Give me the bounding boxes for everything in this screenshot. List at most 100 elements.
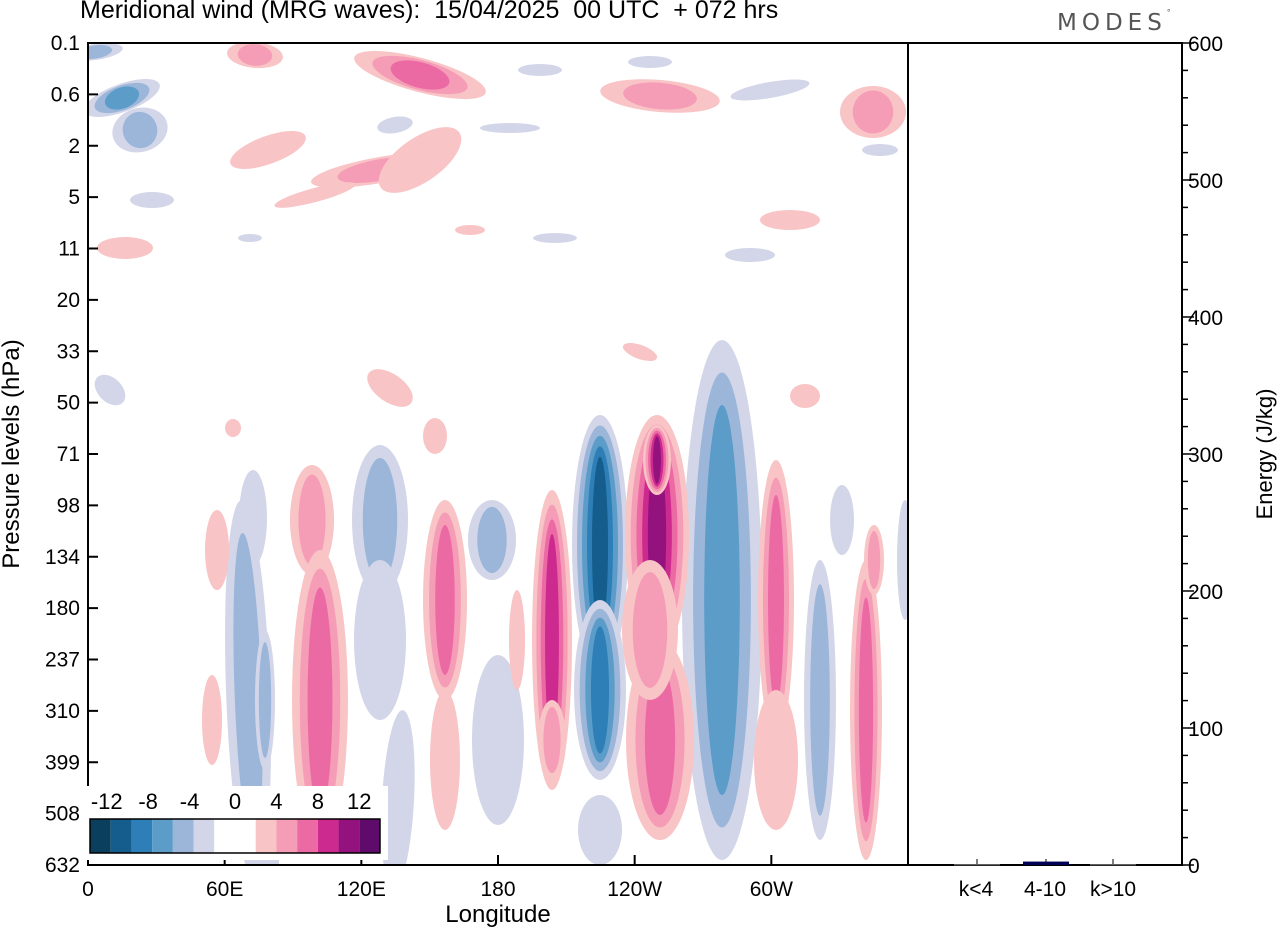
contour-26-0 xyxy=(423,418,447,454)
y-tick-label: 33 xyxy=(57,340,80,363)
contour-31-1 xyxy=(233,532,263,848)
contour-0-1 xyxy=(88,45,113,59)
y-tick-label: 237 xyxy=(45,649,80,672)
x-tick-label: 0 xyxy=(82,878,94,901)
contour-52-2 xyxy=(435,525,455,675)
colorbar-swatch xyxy=(131,819,153,853)
colorbar-swatch xyxy=(193,819,215,853)
contour-12-0 xyxy=(94,374,126,406)
colorbar-swatch xyxy=(110,819,132,853)
y-tick-label: 71 xyxy=(57,443,80,466)
energy-tick-label: 500 xyxy=(1188,170,1223,193)
wind-contour-field xyxy=(88,43,908,865)
y-tick-label: 0.6 xyxy=(51,83,80,106)
contour-27-0 xyxy=(790,384,820,408)
x-tick-label: 180 xyxy=(480,878,515,901)
contour-20-0 xyxy=(274,182,356,208)
contour-22-0 xyxy=(97,237,153,259)
colorbar-swatch xyxy=(90,819,111,853)
energy-axis-title: Energy (J/kg) xyxy=(1252,389,1277,520)
contour-25-0 xyxy=(367,369,413,407)
contour-44-2 xyxy=(704,405,740,795)
contour-28-0 xyxy=(622,342,658,362)
brand-text: MODES xyxy=(1057,10,1167,36)
y-tick-label: 399 xyxy=(45,751,80,774)
contour-49-0 xyxy=(202,675,222,765)
contour-8-0 xyxy=(725,248,775,262)
colorbar-swatch xyxy=(297,819,318,853)
colorbar-frame xyxy=(89,818,381,854)
colorbar-swatch xyxy=(317,819,339,853)
contour-23-0 xyxy=(760,210,820,230)
colorbar-swatch xyxy=(359,819,380,853)
energy-axis: 0 100 200 300 400 500 600 xyxy=(1182,33,1223,878)
contour-51-2 xyxy=(307,587,333,813)
y-tick-label: 20 xyxy=(57,289,80,312)
contour-21-0 xyxy=(378,127,462,193)
y-tick-label: 98 xyxy=(57,494,80,517)
y-tick-label: 508 xyxy=(45,803,80,826)
contour-9-0 xyxy=(533,233,577,243)
contour-6-0 xyxy=(628,56,672,68)
contour-38-0 xyxy=(472,655,524,825)
colorbar-legend: -12 -8 -4 0 4 8 12 xyxy=(86,786,388,860)
contour-56-1 xyxy=(543,706,561,774)
energy-tick-label: 400 xyxy=(1188,307,1223,330)
x-tick-label: 60W xyxy=(750,878,793,901)
pressure-axis: 0.1 0.6 2 5 11 20 33 50 71 98 134 180 237 310 399 508 63… xyxy=(45,32,98,877)
contour-50-1 xyxy=(298,474,326,566)
y-tick-label: 180 xyxy=(45,597,80,620)
contour-18-0 xyxy=(230,131,306,169)
contour-64-1 xyxy=(867,531,881,589)
colorbar-swatch xyxy=(172,819,194,853)
y-tick-label: 0.1 xyxy=(51,32,80,55)
brand-mark: ° xyxy=(1166,8,1171,17)
longitude-axis: 0 60E 120E 180 120W 60W xyxy=(82,855,793,901)
y-axis-title: Pressure levels (hPa) xyxy=(0,339,25,568)
contour-62-0 xyxy=(754,690,798,830)
y-tick-label: 50 xyxy=(57,392,80,415)
contour-46-0 xyxy=(830,485,854,555)
colorbar-label: -8 xyxy=(138,789,158,814)
energy-tick-label: 100 xyxy=(1188,718,1223,741)
y-tick-label: 5 xyxy=(68,186,80,209)
contour-24-0 xyxy=(455,225,485,235)
colorbar-swatch xyxy=(214,819,235,853)
contour-5-0 xyxy=(518,64,562,76)
colorbar-label: -4 xyxy=(180,789,200,814)
contour-48-0 xyxy=(205,510,229,590)
colorbar-label: -12 xyxy=(91,789,123,814)
colorbar-swatch xyxy=(235,819,256,853)
contour-54-0 xyxy=(509,590,525,690)
energy-bar xyxy=(1023,861,1069,865)
contour-7-0 xyxy=(730,79,810,101)
x-tick-label: 60E xyxy=(206,878,243,901)
contour-63-2 xyxy=(858,597,874,823)
y-tick-label: 11 xyxy=(58,238,80,261)
contour-11-0 xyxy=(238,234,262,242)
contour-35-0 xyxy=(354,560,406,720)
colorbar-label: 8 xyxy=(312,789,324,814)
contour-37-1 xyxy=(477,506,507,574)
contour-10-0 xyxy=(862,144,898,156)
energy-tick-label: 200 xyxy=(1188,581,1223,604)
chart-title: Meridional wind (MRG waves): 15/04/2025 … xyxy=(80,0,779,24)
colorbar-swatch xyxy=(152,819,173,853)
y-tick-label: 632 xyxy=(45,854,80,877)
y-tick-label: 2 xyxy=(68,135,80,158)
x-tick-label: 120E xyxy=(337,878,386,901)
y-tick-label: 134 xyxy=(45,546,80,569)
contour-61-2 xyxy=(768,495,784,705)
energy-bar xyxy=(1090,864,1136,866)
contour-2-1 xyxy=(122,111,158,149)
contour-59-2 xyxy=(644,665,676,815)
energy-category-label: 4-10 xyxy=(1024,878,1066,901)
energy-tick-label: 0 xyxy=(1188,855,1200,878)
x-axis-title: Longitude xyxy=(445,901,550,928)
contour-15-2 xyxy=(390,60,450,90)
contour-17-1 xyxy=(852,90,894,134)
colorbar-label: 4 xyxy=(270,789,282,814)
energy-bar xyxy=(954,864,1000,866)
colorbar-label: 0 xyxy=(229,789,241,814)
